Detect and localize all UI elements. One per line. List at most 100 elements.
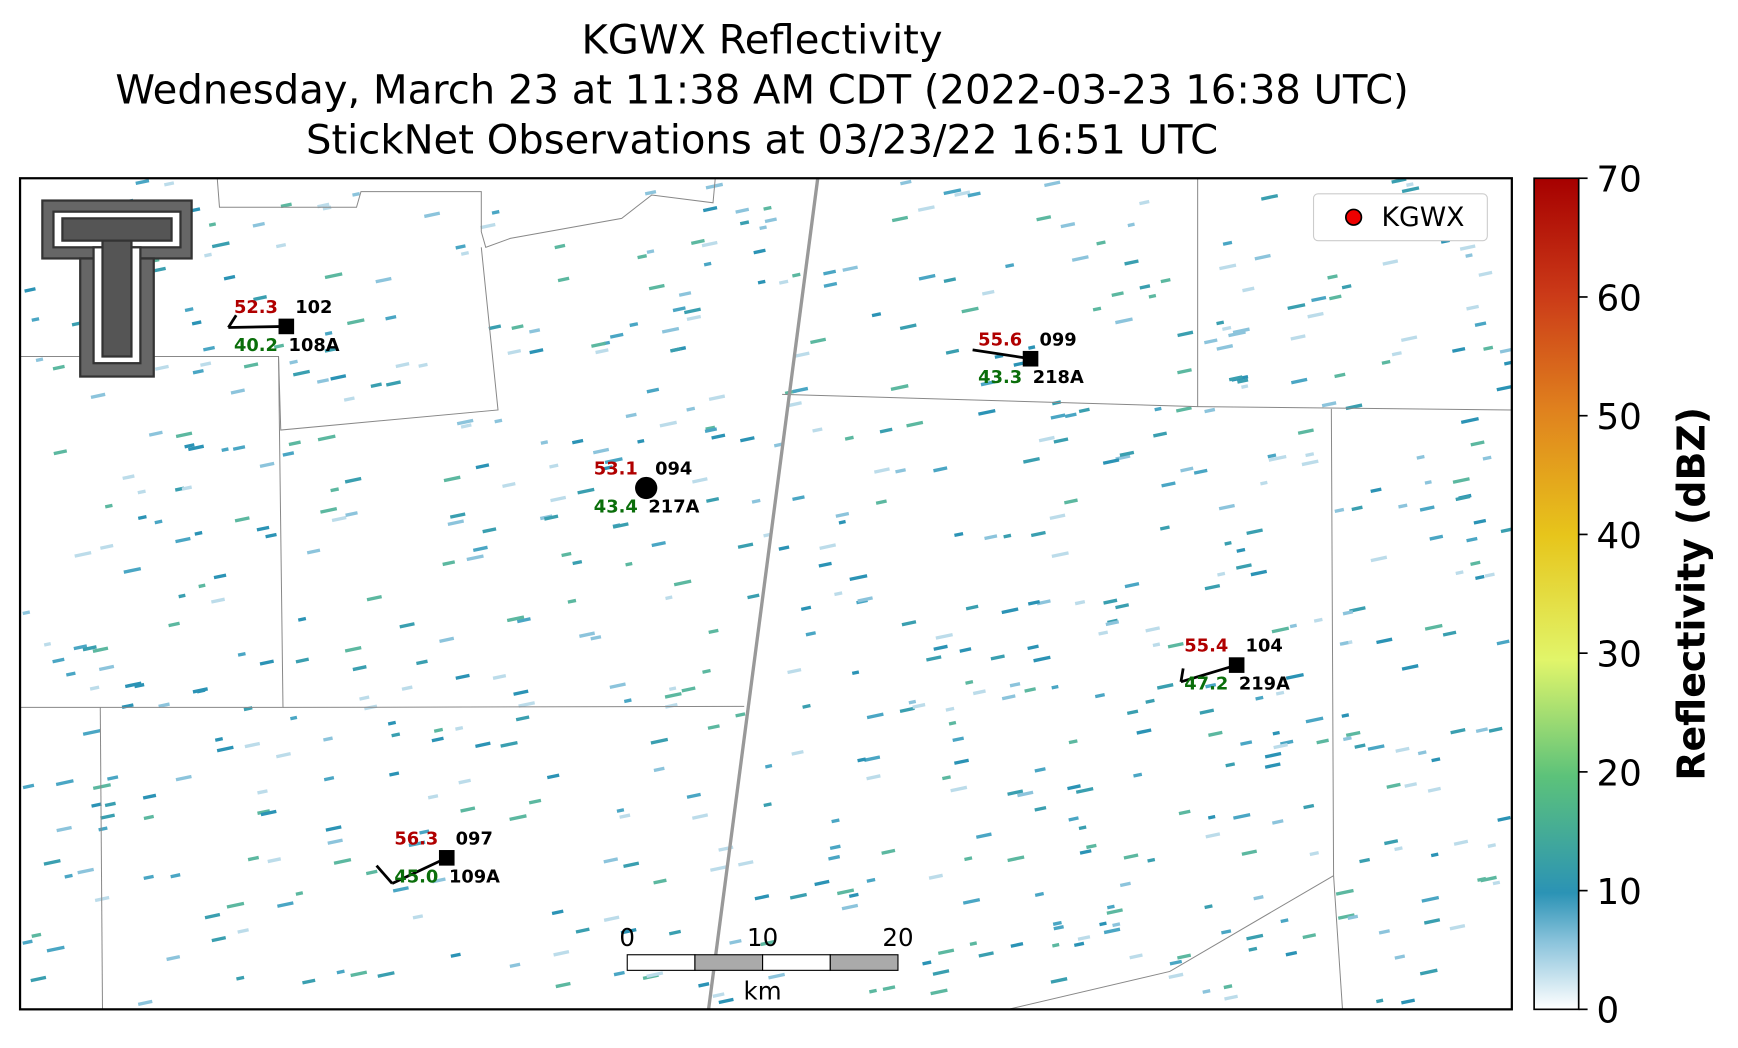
radar-echo <box>194 530 203 536</box>
legend-label: KGWX <box>1381 202 1464 233</box>
radar-echo <box>1419 505 1435 512</box>
scale-segment <box>829 954 899 971</box>
radar-echo <box>98 664 115 672</box>
radar-echo <box>352 665 367 672</box>
radar-echo <box>1052 920 1062 926</box>
radar-echo <box>122 474 135 481</box>
radar-echo <box>681 686 696 693</box>
radar-echo <box>1017 790 1034 798</box>
radar-echo <box>64 873 73 879</box>
title-line: StickNet Observations at 03/23/22 16:51 … <box>306 118 1218 164</box>
radar-echo <box>1246 528 1263 536</box>
radar-echo <box>882 985 896 992</box>
radar-echo <box>423 211 441 219</box>
radar-echo <box>834 591 843 597</box>
radar-echo <box>210 597 226 604</box>
radar-echo <box>747 593 760 600</box>
radar-echo <box>1216 344 1234 351</box>
wind-barb-flag <box>1179 668 1185 683</box>
radar-echo <box>466 554 484 562</box>
radar-echo <box>763 205 772 211</box>
radar-echo <box>933 466 948 473</box>
radar-echo <box>823 269 837 276</box>
radar-echo <box>1429 534 1444 541</box>
radar-echo <box>1074 599 1086 606</box>
radar-echo <box>104 503 113 509</box>
radar-echo <box>1068 816 1079 822</box>
radar-echo <box>792 495 805 502</box>
radar-echo <box>460 251 470 256</box>
radar-echo <box>1049 513 1066 520</box>
radar-echo <box>1105 620 1120 627</box>
radar-echo <box>1177 330 1194 338</box>
radar-echo <box>1075 787 1094 794</box>
radar-echo <box>389 771 400 777</box>
wind-barb <box>972 348 1031 361</box>
radar-echo <box>330 374 347 381</box>
radar-echo <box>557 276 570 283</box>
radar-echo <box>211 241 230 249</box>
radar-echo <box>290 715 298 721</box>
radar-echo <box>302 978 316 985</box>
radar-echo <box>836 888 855 896</box>
radar-echo <box>1449 923 1466 931</box>
radar-echo <box>952 736 965 743</box>
radar-echo <box>280 202 292 209</box>
radar-echo <box>257 809 271 815</box>
radar-echo <box>460 423 472 429</box>
temperature: 55.4 <box>1184 636 1228 657</box>
radar-echo <box>259 461 275 469</box>
radar-echo <box>735 712 746 718</box>
radar-echo <box>1003 533 1012 539</box>
radar-echo <box>419 829 430 835</box>
radar-echo <box>1193 468 1208 475</box>
radar-echo <box>561 551 572 558</box>
radar-echo <box>863 755 881 762</box>
radar-echo <box>943 277 957 284</box>
radar-echo <box>395 362 410 369</box>
radar-echo <box>480 222 496 230</box>
radar-echo <box>346 318 365 326</box>
radar-echo <box>1053 925 1064 931</box>
radar-echo <box>908 699 917 705</box>
radar-echo <box>211 936 227 943</box>
radar-echo <box>137 515 147 521</box>
radar-echo <box>1427 786 1441 793</box>
radar-echo <box>1225 762 1236 768</box>
radar-echo <box>22 610 31 616</box>
radar-echo <box>1351 505 1363 512</box>
radar-echo <box>1345 730 1361 738</box>
radar-echo <box>787 401 802 408</box>
site-id: 219A <box>1239 674 1290 695</box>
radar-echo <box>619 813 631 819</box>
radar-echo <box>1311 295 1327 303</box>
radar-echo <box>236 975 245 981</box>
radar-echo <box>1272 730 1280 736</box>
dewpoint: 43.4 <box>594 496 638 517</box>
radar-echo <box>181 485 193 491</box>
radar-echo <box>623 698 632 704</box>
radar-echo <box>306 548 321 555</box>
radar-echo <box>1381 359 1391 365</box>
radar-echo <box>1442 630 1457 637</box>
radar-echo <box>857 596 873 603</box>
radar-echo <box>92 783 112 791</box>
radar-echo <box>1177 368 1192 375</box>
radar-echoes <box>22 178 1512 1007</box>
radar-echo <box>1204 904 1213 910</box>
radar-echo <box>1254 253 1271 261</box>
radar-echo <box>1382 259 1399 266</box>
scale-tick-label: 20 <box>882 923 913 952</box>
radar-echo <box>1419 968 1438 976</box>
radar-echo <box>166 955 181 962</box>
radar-echo <box>1177 953 1192 960</box>
radar-echo <box>1224 540 1232 546</box>
radar-echo <box>1302 933 1317 940</box>
radar-echo <box>1208 730 1223 737</box>
radar-echo <box>232 445 246 451</box>
wind-barb <box>228 325 287 329</box>
radar-echo <box>1096 240 1106 246</box>
dewpoint: 45.0 <box>394 866 438 887</box>
radar-echo <box>137 999 153 1007</box>
radar-echo <box>30 975 47 983</box>
